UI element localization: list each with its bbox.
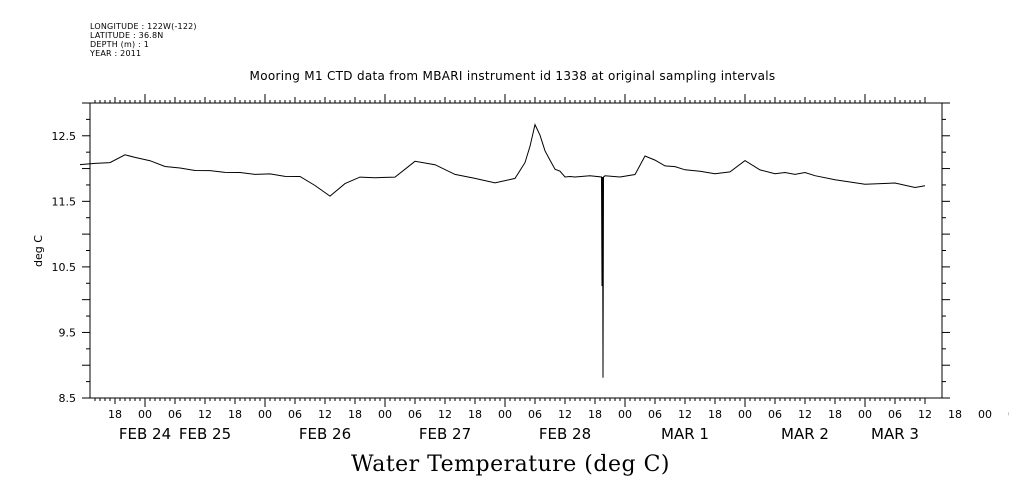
y-tick-label: 8.5 [59, 392, 77, 405]
x-hour-label: 12 [558, 408, 572, 421]
year-text: YEAR : 2011 [90, 49, 142, 58]
temperature-line [79, 123, 926, 378]
x-date-label: MAR 1 [661, 425, 709, 443]
x-hour-label: 06 [408, 408, 422, 421]
x-hour-label: 18 [708, 408, 722, 421]
x-date-label: MAR 3 [871, 425, 919, 443]
y-tick-label: 12.5 [52, 130, 77, 143]
x-hour-label: 00 [258, 408, 272, 421]
x-hour-label: 12 [198, 408, 212, 421]
x-hour-label: 00 [978, 408, 992, 421]
x-date-label: MAR 2 [781, 425, 829, 443]
x-hour-label: 06 [648, 408, 662, 421]
x-hour-label: 18 [348, 408, 362, 421]
x-hour-label: 18 [948, 408, 962, 421]
y-tick-label: 11.5 [52, 195, 77, 208]
chart-title: Mooring M1 CTD data from MBARI instrumen… [0, 69, 1009, 83]
x-hour-label: 06 [768, 408, 782, 421]
x-hour-label: 12 [318, 408, 332, 421]
x-hour-label: 18 [828, 408, 842, 421]
x-hour-label: 06 [888, 408, 902, 421]
metadata-block: LONGITUDE : 122W(-122) LATITUDE : 36.8N … [90, 22, 197, 58]
chart-title-text: Mooring M1 CTD data from MBARI instrumen… [249, 69, 776, 83]
x-hour-label: 06 [168, 408, 182, 421]
x-hour-label: 00 [618, 408, 632, 421]
x-hour-label: 12 [438, 408, 452, 421]
x-hour-label: 00 [738, 408, 752, 421]
latitude-text: LATITUDE : 36.8N [90, 31, 164, 40]
x-hour-label: 12 [798, 408, 812, 421]
x-hour-label: 18 [108, 408, 122, 421]
x-date-label: FEB 28 [539, 425, 591, 443]
data-series [79, 123, 926, 378]
x-hour-label: 06 [288, 408, 302, 421]
plot-frame [89, 102, 943, 399]
x-hour-label: 12 [678, 408, 692, 421]
x-hour-label: 00 [138, 408, 152, 421]
x-hour-label: 18 [468, 408, 482, 421]
x-date-label: FEB 26 [299, 425, 351, 443]
x-hour-label: 00 [858, 408, 872, 421]
depth-text: DEPTH (m) : 1 [90, 40, 149, 49]
y-tick-label: 10.5 [52, 261, 77, 274]
y-axis-label: deg C [32, 235, 45, 267]
x-date-label: FEB 27 [419, 425, 471, 443]
axis-ticks [82, 94, 950, 407]
x-date-label: FEB 24 [119, 425, 171, 443]
x-hour-label: 18 [228, 408, 242, 421]
x-hour-label: 00 [378, 408, 392, 421]
longitude-text: LONGITUDE : 122W(-122) [90, 22, 197, 31]
x-axis-title-text: Water Temperature (deg C) [351, 452, 670, 477]
axis-labels: 8.5 9.5 10.5 11.5 12.5 18 00 06 12 18 00 06 12 18 00 06… [52, 130, 1009, 443]
x-date-label: FEB 25 [179, 425, 231, 443]
x-hour-label: 06 [528, 408, 542, 421]
x-axis-title: Water Temperature (deg C) [0, 452, 1009, 477]
x-hour-label: 12 [918, 408, 932, 421]
x-hour-label: 18 [588, 408, 602, 421]
x-hour-label: 00 [498, 408, 512, 421]
y-tick-label: 9.5 [59, 326, 77, 339]
